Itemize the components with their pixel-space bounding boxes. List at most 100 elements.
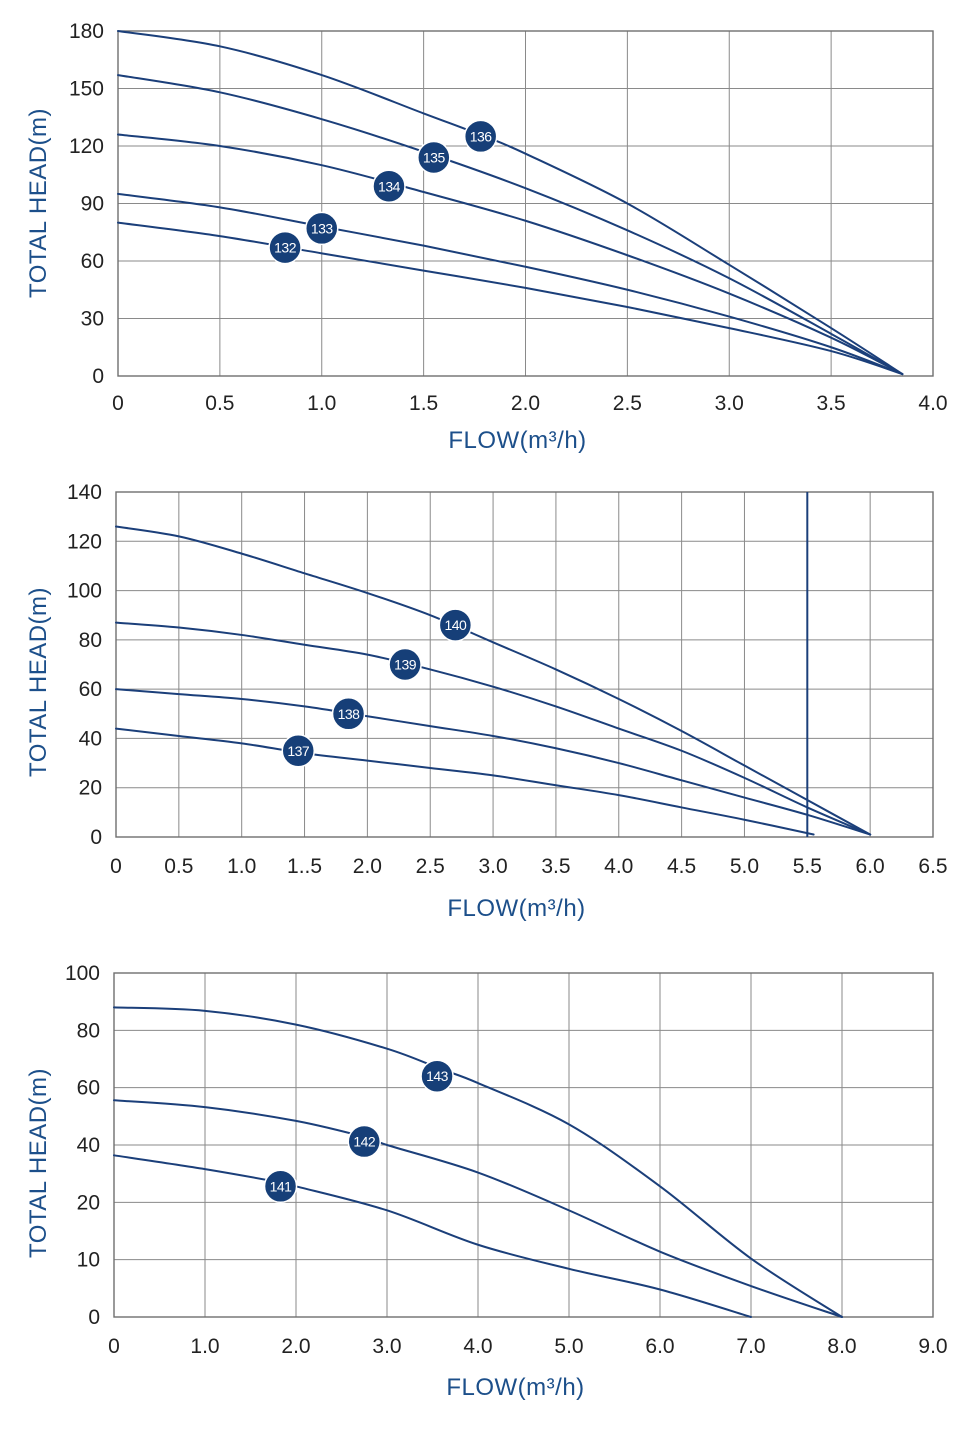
y-axis-title: TOTAL HEAD(m) [25, 1068, 52, 1258]
y-tick-label: 20 [79, 777, 102, 800]
curve-label-text: 141 [270, 1178, 293, 1194]
curve-134 [117, 133, 904, 376]
curve-label-138: 138 [331, 697, 366, 731]
curve-label-text: 132 [274, 240, 297, 256]
x-tick-label: 1..5 [287, 855, 322, 878]
curve-143 [113, 1006, 843, 1318]
y-tick-label: 30 [81, 308, 104, 331]
x-axis-title: FLOW(m³/h) [448, 427, 586, 454]
curve-label-text: 136 [470, 128, 493, 144]
x-tick-label: 9.0 [918, 1335, 947, 1358]
x-tick-label: 6.0 [645, 1335, 674, 1358]
curve-133 [117, 192, 904, 376]
grid [117, 30, 934, 377]
curve-135 [117, 74, 904, 376]
curve-label-badge [372, 169, 406, 203]
curve-label-139: 139 [388, 647, 422, 682]
curve-label-133: 133 [305, 211, 339, 246]
curve-label-text: 135 [423, 150, 446, 166]
x-tick-label: 8.0 [827, 1335, 856, 1358]
x-tick-label: 3.0 [478, 855, 507, 878]
chart-2: 0 0.5 1.0 1..5 2.0 2.5 3.0 3.5 4.0 4.5 5.0 5.5 6.0 6.… [25, 481, 948, 922]
y-axis-title: TOTAL HEAD(m) [25, 108, 52, 298]
x-tick-label: 1.0 [227, 855, 256, 878]
x-axis-title: FLOW(m³/h) [447, 895, 585, 922]
y-tick-label: 0 [90, 826, 102, 849]
y-tick-label: 60 [79, 678, 102, 701]
y-tick-label: 40 [77, 1134, 100, 1157]
chart-1: 0 0.5 1.0 1.5 2.0 2.5 3.0 3.5 4.0 0 30 60 90 120 150 18… [25, 20, 948, 454]
curve-label-badge [331, 697, 366, 731]
curve-label-badge [463, 119, 498, 154]
y-tick-label: 90 [81, 193, 104, 216]
x-tick-label: 2.0 [281, 1335, 310, 1358]
x-tick-label: 5.5 [793, 855, 822, 878]
y-tick-label: 140 [67, 481, 102, 504]
y-tick-label: 100 [65, 962, 100, 985]
x-axis-title: FLOW(m³/h) [446, 1374, 584, 1401]
curve-label-text: 138 [338, 706, 361, 722]
x-tick-label: 6.0 [856, 855, 885, 878]
x-tick-label: 1.0 [307, 392, 336, 415]
x-tick-label: 4.5 [667, 855, 696, 878]
curve-label-text: 143 [426, 1068, 449, 1084]
grid [115, 491, 934, 838]
curve-141 [113, 1154, 752, 1318]
curve-132 [117, 221, 904, 376]
y-axis-title: TOTAL HEAD(m) [25, 587, 52, 777]
x-tick-label: 5.0 [554, 1335, 583, 1358]
curve-label-142: 142 [347, 1124, 381, 1159]
x-tick-label: 0.5 [205, 392, 234, 415]
x-tick-label: 2.0 [353, 855, 382, 878]
y-tick-label: 10 [77, 1249, 100, 1272]
curve-label-badge [305, 211, 339, 246]
x-tick-label: 3.5 [541, 855, 570, 878]
x-tick-label: 0 [110, 855, 122, 878]
x-tick-label: 3.0 [372, 1335, 401, 1358]
x-tick-label: 4.0 [463, 1335, 492, 1358]
x-tick-label: 2.5 [613, 392, 642, 415]
x-tick-label: 2.5 [416, 855, 445, 878]
curve-138 [115, 688, 872, 836]
y-tick-label: 0 [92, 365, 104, 388]
y-tick-label: 80 [79, 629, 102, 652]
y-tick-label: 40 [79, 727, 102, 750]
x-tick-label: 6.5 [918, 855, 947, 878]
curve-label-badge [438, 608, 473, 642]
y-tick-label: 60 [81, 250, 104, 273]
y-tick-label: 120 [69, 135, 104, 158]
curve-label-badge [347, 1124, 381, 1159]
curve-label-140: 140 [438, 608, 473, 642]
curve-136 [117, 30, 904, 376]
grid [113, 972, 934, 1318]
curve-label-text: 133 [311, 220, 334, 236]
x-tick-label: 3.5 [817, 392, 846, 415]
curve-label-badge [420, 1059, 454, 1093]
curve-label-text: 139 [394, 657, 417, 673]
x-tick-label: 2.0 [511, 392, 540, 415]
x-tick-label: 3.0 [715, 392, 744, 415]
curve-137 [115, 727, 815, 836]
x-tick-label: 4.0 [604, 855, 633, 878]
y-tick-label: 150 [69, 78, 104, 101]
curve-140 [115, 525, 872, 836]
y-tick-label: 180 [69, 20, 104, 43]
curve-142 [113, 1099, 843, 1318]
y-tick-label: 20 [77, 1191, 100, 1214]
x-tick-label: 0 [112, 392, 124, 415]
plot-frame [115, 491, 934, 838]
x-tick-label: 0 [108, 1335, 120, 1358]
curve-label-134: 134 [372, 169, 406, 203]
plot-frame [113, 972, 934, 1318]
curve-label-135: 135 [417, 140, 451, 175]
curve-label-132: 132 [268, 230, 302, 265]
curve-label-badge [268, 230, 302, 265]
chart-3: 0 1.0 2.0 3.0 4.0 5.0 6.0 7.0 8.0 9.0 0 10 20 40 60 80 1… [25, 962, 948, 1401]
y-tick-label: 100 [67, 580, 102, 603]
curve-label-text: 137 [287, 743, 310, 759]
curve-139 [115, 621, 872, 836]
curve-label-text: 140 [444, 617, 467, 633]
y-tick-label: 80 [77, 1019, 100, 1042]
x-tick-label: 5.0 [730, 855, 759, 878]
curve-label-badge [263, 1169, 298, 1204]
